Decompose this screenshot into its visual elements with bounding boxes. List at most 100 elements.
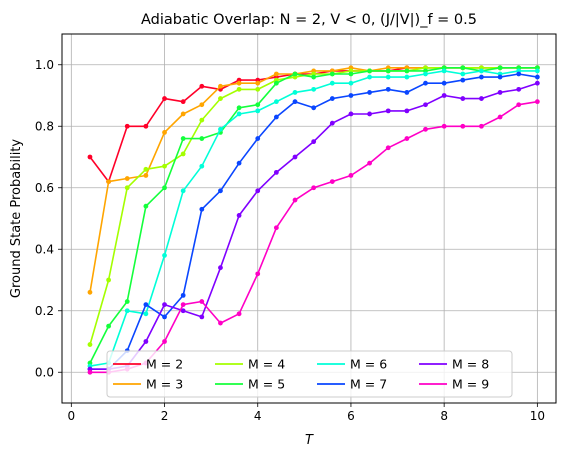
data-point [534, 99, 540, 105]
legend-item: M = 3 [113, 377, 183, 392]
y-tick-label: 0.6 [35, 181, 54, 195]
y-tick-label: 0.0 [35, 365, 54, 379]
legend-label: M = 9 [452, 377, 489, 392]
y-axis-label: Ground State Probability [9, 139, 24, 299]
data-point [479, 123, 484, 129]
chart-title: Adiabatic Overlap: N = 2, V < 0, (J/|V|)… [141, 12, 477, 28]
legend-label: M = 8 [452, 357, 489, 372]
x-tick-label: 0 [68, 409, 76, 423]
legend-label: M = 6 [350, 357, 387, 372]
data-point [143, 302, 149, 307]
data-point [162, 314, 167, 320]
data-point [348, 173, 354, 178]
data-point [143, 339, 149, 344]
data-point [87, 369, 93, 375]
data-point [311, 74, 317, 80]
data-point [218, 126, 223, 132]
legend-item: M = 2 [113, 357, 183, 372]
data-point [516, 86, 522, 92]
legend-item: M = 5 [215, 377, 285, 392]
data-point [423, 71, 428, 77]
data-point [385, 108, 391, 114]
data-point [423, 80, 428, 86]
data-point [479, 96, 484, 101]
data-point [441, 123, 447, 129]
data-point [311, 105, 317, 111]
data-point [236, 160, 242, 166]
data-point [162, 96, 167, 101]
y-tick-label: 0.8 [35, 119, 54, 133]
data-point [273, 99, 279, 105]
data-point [516, 102, 522, 108]
data-point [348, 93, 354, 98]
data-point [329, 179, 335, 185]
data-point [106, 277, 112, 283]
data-point [367, 74, 372, 80]
data-point [180, 302, 186, 307]
data-point [162, 253, 167, 258]
data-point [124, 123, 130, 129]
data-point [162, 339, 167, 344]
data-point [460, 65, 466, 71]
series-5 [87, 65, 540, 366]
data-point [199, 136, 205, 141]
data-point [255, 108, 261, 114]
data-point [367, 90, 372, 95]
data-point [292, 71, 298, 77]
data-point [255, 188, 261, 194]
data-point [255, 102, 261, 108]
y-tick-label: 0.4 [35, 242, 54, 256]
data-point [87, 154, 93, 160]
data-point [460, 77, 466, 83]
data-point [329, 80, 335, 86]
data-point [236, 111, 242, 117]
data-point [236, 311, 242, 317]
data-point [292, 99, 298, 105]
data-point [218, 83, 223, 89]
data-point [385, 86, 391, 92]
data-point [460, 123, 466, 129]
legend-box [106, 350, 513, 398]
data-point [404, 74, 410, 80]
data-point [199, 117, 205, 123]
data-point [87, 342, 93, 347]
data-point [441, 80, 447, 86]
data-point [404, 90, 410, 95]
data-point [87, 289, 93, 295]
data-point [273, 71, 279, 77]
data-point [441, 93, 447, 98]
data-point [292, 90, 298, 95]
data-point [199, 163, 205, 169]
data-point [143, 311, 149, 317]
data-point [497, 114, 503, 120]
data-point [516, 71, 522, 77]
data-point [423, 126, 428, 132]
data-point [534, 80, 540, 86]
data-point [273, 225, 279, 231]
x-tick-label: 4 [254, 409, 262, 423]
data-point [143, 203, 149, 209]
data-point [106, 179, 112, 185]
data-point [479, 74, 484, 80]
legend-label: M = 2 [146, 357, 183, 372]
data-point [162, 130, 167, 135]
data-point [329, 96, 335, 101]
data-point [273, 80, 279, 86]
legend: M = 2 M = 3 M = 4 M = 5 M = 6 M = 7 M = 8 M = 9 [106, 350, 513, 398]
data-point [218, 320, 223, 326]
data-point [423, 102, 428, 108]
data-point [180, 292, 186, 298]
data-point [255, 136, 261, 141]
data-point [218, 265, 223, 271]
x-tick-label: 2 [161, 409, 169, 423]
data-point [404, 136, 410, 141]
legend-item: M = 6 [317, 357, 387, 372]
data-point [367, 111, 372, 117]
data-point [180, 99, 186, 105]
data-point [180, 308, 186, 314]
data-point [162, 163, 167, 169]
data-point [348, 71, 354, 77]
legend-item: M = 8 [419, 357, 489, 372]
data-point [236, 105, 242, 111]
